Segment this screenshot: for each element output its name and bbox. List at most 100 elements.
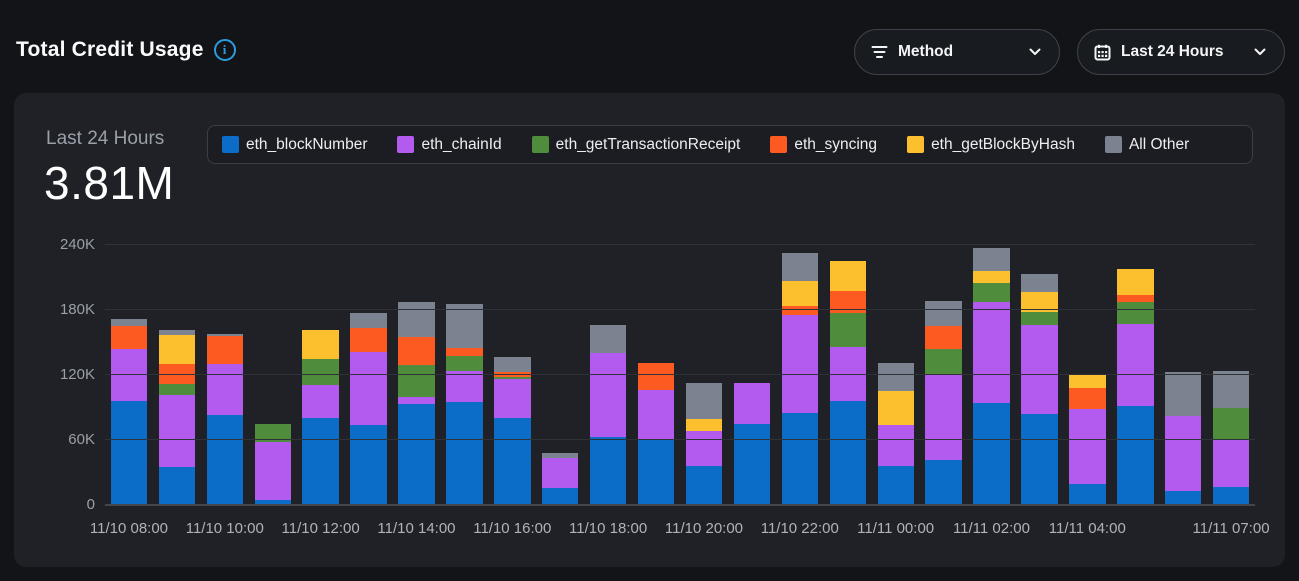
stacked-bar[interactable] <box>302 245 339 505</box>
info-icon[interactable]: i <box>213 39 236 61</box>
bar-segment-all-other <box>398 302 435 338</box>
filter-icon <box>871 45 888 59</box>
bar-segment-eth-chainid <box>589 353 627 437</box>
stacked-bar[interactable] <box>1021 245 1058 505</box>
x-axis-tick-label: 11/10 16:00 <box>473 520 552 537</box>
stacked-bar[interactable] <box>206 245 243 505</box>
bar-slot <box>1207 245 1255 505</box>
bar-segment-eth-getblockbyhash <box>973 271 1010 283</box>
bar-segment-eth-blocknumber <box>925 459 962 505</box>
gridline <box>105 439 1255 440</box>
legend-swatch <box>397 136 415 153</box>
bar-segment-eth-chainid <box>446 370 483 403</box>
page-title: Total Credit Usage <box>16 38 204 61</box>
bar-segment-eth-syncing <box>781 305 819 316</box>
bar-segment-eth-gettransactionreceipt <box>398 365 435 397</box>
bar-segment-all-other <box>446 303 483 348</box>
bar-segment-eth-blocknumber <box>542 487 579 505</box>
legend-item-eth-blocknumber[interactable]: eth_blockNumber <box>222 136 367 154</box>
bar-segment-eth-blocknumber <box>1117 406 1154 505</box>
stacked-bar[interactable] <box>110 245 148 505</box>
bar-slot <box>1063 245 1111 505</box>
bar-segment-eth-chainid <box>254 442 291 500</box>
stacked-bar[interactable] <box>733 245 771 505</box>
x-axis-line <box>105 504 1255 506</box>
bar-segment-eth-chainid <box>302 384 339 419</box>
bar-slot <box>872 245 920 505</box>
bar-segment-all-other <box>1165 371 1202 417</box>
bar-segment-all-other <box>925 301 962 327</box>
bar-segment-all-other <box>350 313 387 329</box>
stacked-bar[interactable] <box>158 245 196 505</box>
summary-period-label: Last 24 Hours <box>46 128 165 149</box>
date-range-dropdown[interactable]: Last 24 Hours <box>1077 29 1285 75</box>
stacked-bar[interactable] <box>685 245 723 505</box>
bar-segment-eth-getblockbyhash <box>829 261 866 291</box>
bar-segment-eth-blocknumber <box>1165 490 1202 505</box>
stacked-bar[interactable] <box>925 245 962 505</box>
bar-segment-eth-blocknumber <box>1069 484 1106 505</box>
bar-slot <box>105 245 153 505</box>
stacked-bar[interactable] <box>542 245 579 505</box>
summary-total-value: 3.81M <box>44 157 175 209</box>
bar-segment-eth-gettransactionreceipt <box>1021 312 1058 326</box>
stacked-bar[interactable] <box>589 245 627 505</box>
legend-item-eth-gettransactionreceipt[interactable]: eth_getTransactionReceipt <box>531 135 741 154</box>
bar-segment-all-other <box>542 453 579 459</box>
bar-slot <box>488 245 536 505</box>
y-axis-tick-label: 120K <box>59 366 95 383</box>
bar-segment-eth-blocknumber <box>589 436 627 505</box>
bar-segment-eth-syncing <box>1069 388 1106 409</box>
legend-item-eth-syncing[interactable]: eth_syncing <box>770 136 877 154</box>
bar-segment-eth-syncing <box>446 347 483 356</box>
stacked-bar[interactable] <box>446 245 483 505</box>
stacked-bar[interactable] <box>1117 245 1154 505</box>
chart-legend: eth_blockNumber eth_chainId eth_getTransac… <box>207 125 1253 164</box>
bar-segment-eth-getblockbyhash <box>1069 373 1106 389</box>
chevron-down-icon <box>1254 48 1266 56</box>
calendar-icon <box>1094 44 1111 61</box>
bar-segment-eth-chainid <box>110 349 148 401</box>
bar-segment-eth-chainid <box>637 390 675 440</box>
bar-segment-eth-gettransactionreceipt <box>446 355 483 371</box>
bar-segment-eth-chainid <box>350 352 387 425</box>
bar-segment-eth-chainid <box>877 424 914 466</box>
bar-slot <box>153 245 201 505</box>
stacked-bar[interactable] <box>1165 245 1202 505</box>
stacked-bar[interactable] <box>398 245 435 505</box>
x-axis-tick-label: 11/10 14:00 <box>377 520 456 537</box>
chart-area: 0 60K 120K 180K 240K 11/10 08:00 11/10 10:00 11… <box>40 232 1270 546</box>
bar-segment-eth-chainid <box>781 315 819 413</box>
stacked-bar[interactable] <box>1069 245 1106 505</box>
legend-swatch <box>531 136 549 153</box>
stacked-bar[interactable] <box>877 245 914 505</box>
bar-segment-all-other <box>685 382 723 420</box>
stacked-bar[interactable] <box>829 245 866 505</box>
bar-slot <box>632 245 680 505</box>
legend-swatch <box>907 136 925 153</box>
stacked-bar[interactable] <box>254 245 291 505</box>
stacked-bar[interactable] <box>494 245 531 505</box>
stacked-bar[interactable] <box>350 245 387 505</box>
bar-segment-eth-chainid <box>1212 438 1250 487</box>
stacked-bar[interactable] <box>637 245 675 505</box>
bar-segment-eth-getblockbyhash <box>685 419 723 432</box>
legend-label: eth_getTransactionReceipt <box>555 135 741 153</box>
bar-slot <box>920 245 968 505</box>
legend-item-eth-chainid[interactable]: eth_chainId <box>397 136 502 154</box>
x-axis-tick-label: 11/11 02:00 <box>952 520 1030 537</box>
stacked-bar[interactable] <box>1212 245 1250 505</box>
stacked-bar[interactable] <box>781 245 819 505</box>
method-filter-dropdown[interactable]: Method <box>854 29 1060 75</box>
x-axis-tick-label: 11/10 22:00 <box>760 520 839 537</box>
legend-item-all-other[interactable]: All Other <box>1104 136 1189 154</box>
y-axis-tick-label: 180K <box>59 301 95 318</box>
stacked-bar[interactable] <box>973 245 1010 505</box>
bar-segment-eth-gettransactionreceipt <box>925 349 962 374</box>
bar-segment-all-other <box>589 325 627 354</box>
bar-segment-eth-chainid <box>206 364 243 416</box>
bar-segment-all-other <box>877 363 914 392</box>
gridline <box>105 309 1255 310</box>
legend-item-eth-getblockbyhash[interactable]: eth_getBlockByHash <box>907 136 1075 154</box>
bar-segment-eth-blocknumber <box>302 418 339 505</box>
